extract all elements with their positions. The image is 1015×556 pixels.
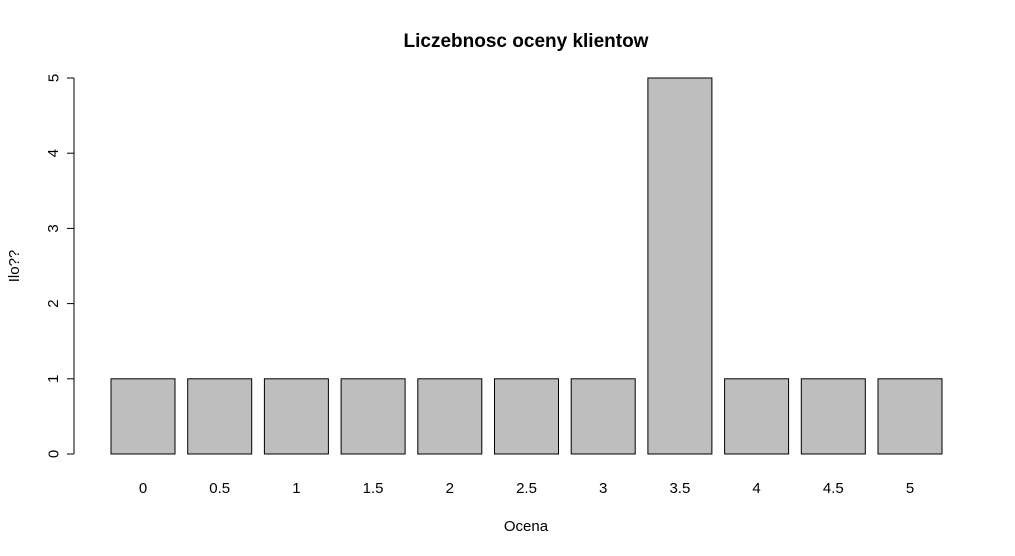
x-axis-label: Ocena xyxy=(504,518,549,535)
y-axis: 0 1 2 3 4 5 xyxy=(45,74,75,458)
x-tick-label: 1.5 xyxy=(363,480,384,497)
x-tick-label: 0.5 xyxy=(209,480,230,497)
y-tick-label: 2 xyxy=(45,299,62,307)
bar-4.5 xyxy=(800,378,866,455)
x-tick-label: 1 xyxy=(292,480,300,497)
x-tick-labels: 0 0.5 1 1.5 2 2.5 3 3.5 4 4.5 5 xyxy=(139,480,914,497)
x-tick-label: 3 xyxy=(599,480,607,497)
x-tick-label: 5 xyxy=(906,480,914,497)
x-tick-label: 4 xyxy=(752,480,760,497)
bar-0.5 xyxy=(187,378,253,455)
y-tick-label: 1 xyxy=(45,375,62,383)
bar-3.5 xyxy=(647,77,713,455)
bar-3 xyxy=(570,378,636,455)
x-tick-label: 0 xyxy=(139,480,147,497)
bar-4 xyxy=(724,378,790,455)
bar-2.5 xyxy=(494,378,559,455)
bar-2 xyxy=(417,378,483,455)
chart-title: Liczebnosc oceny klientow xyxy=(404,31,649,52)
bar-5 xyxy=(877,378,943,455)
bar-1 xyxy=(263,378,329,455)
x-tick-label: 2.5 xyxy=(516,480,537,497)
y-tick-label: 3 xyxy=(45,224,62,232)
x-tick-label: 2 xyxy=(446,480,454,497)
x-tick-label: 3.5 xyxy=(669,480,690,497)
bar-1.5 xyxy=(340,378,406,455)
y-tick-label: 0 xyxy=(45,450,62,458)
bar-0 xyxy=(110,378,176,455)
y-tick-label: 4 xyxy=(45,149,62,157)
bars-group xyxy=(110,77,943,455)
x-tick-label: 4.5 xyxy=(823,480,844,497)
y-tick-label: 5 xyxy=(45,74,62,82)
y-axis-label: Ilo?? xyxy=(6,250,23,283)
